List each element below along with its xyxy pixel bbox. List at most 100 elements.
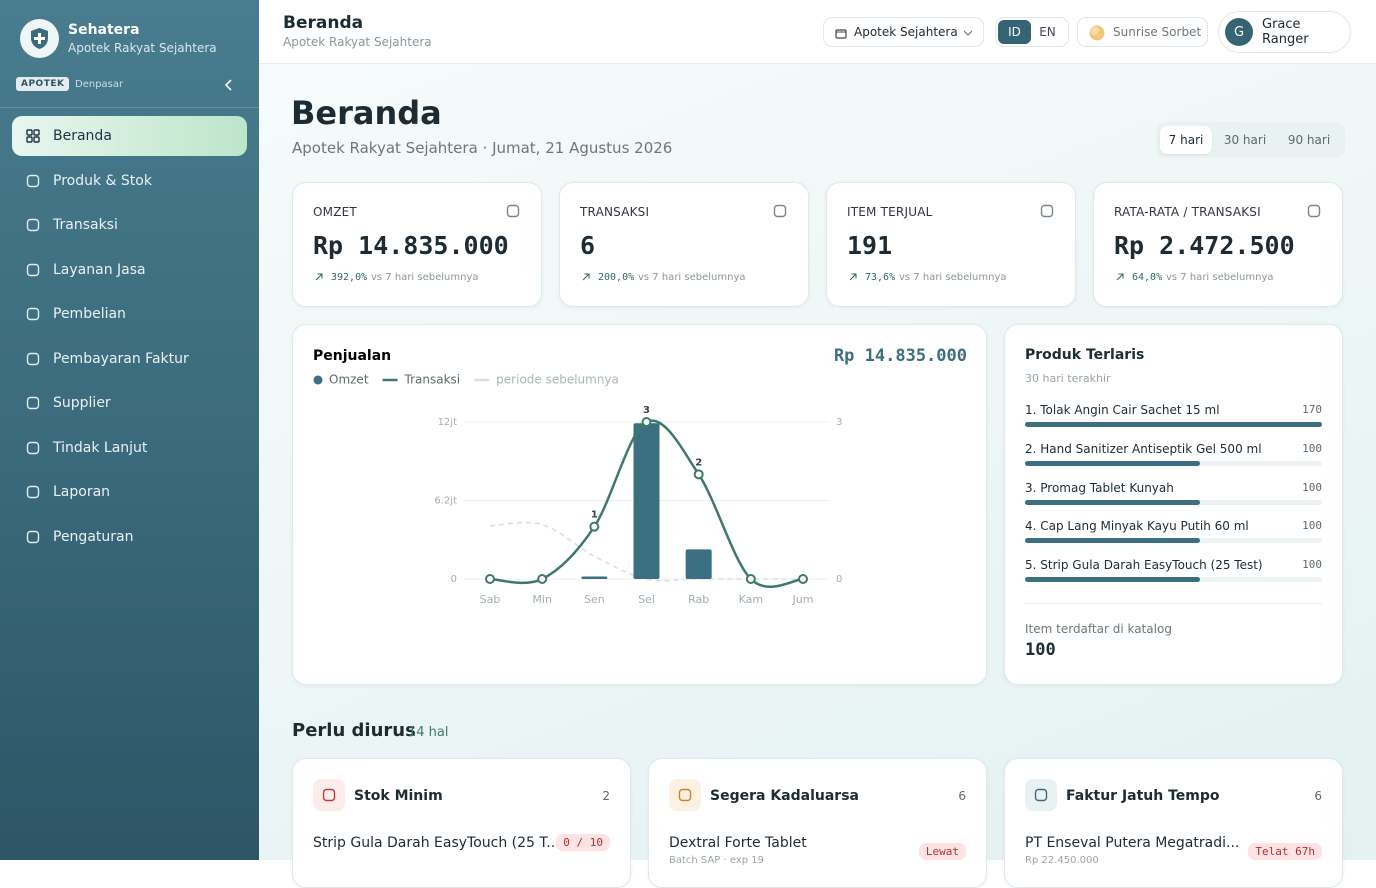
transaction-point (798, 574, 809, 584)
kpi-note: vs 7 hari sebelumnya (371, 272, 479, 283)
menu-item[interactable]: Tindak Lanjut (12, 428, 247, 468)
kpi-note: vs 7 hari sebelumnya (638, 272, 746, 283)
task-item-name: Dextral Forte Tablet (669, 835, 807, 851)
icon (773, 204, 787, 218)
kpi-change: 73,6% (865, 272, 896, 283)
task-item-badge: Lewat (918, 843, 966, 860)
kpi-label: ITEM TERJUAL (847, 205, 933, 219)
product-name: 3. Promag Tablet Kunyah (1025, 480, 1174, 495)
kpi-value: Rp 2.472.500 (1114, 231, 1295, 260)
task-item-badge: Telat 67h (1248, 843, 1322, 860)
data-label: 1 (591, 510, 598, 521)
menu-item[interactable]: Beranda (12, 116, 247, 156)
task-icon (313, 779, 345, 811)
language-option[interactable]: EN (1039, 25, 1056, 39)
chart-total: Rp 14.835.000 (834, 346, 967, 366)
product-count: 100 (1302, 441, 1322, 455)
sales-card: Penjualan Rp 14.835.000 Omzet Transaksi peri… (292, 324, 987, 685)
icon (849, 273, 857, 281)
theme-select[interactable]: Sunrise Sorbet (1077, 17, 1208, 47)
product-name: 2. Hand Sanitizer Antiseptik Gel 500 ml (1025, 441, 1262, 456)
sales-chart: Penjualan Rp 14.835.000 Omzet Transaksi peri… (313, 346, 967, 606)
store-select[interactable]: Apotek Sejahtera (823, 17, 984, 47)
menu-label: Pembelian (53, 306, 126, 322)
task-title: Segera Kadaluarsa (710, 788, 859, 804)
menu-item[interactable]: Produk & Stok (12, 161, 247, 201)
menu-label: Pengaturan (53, 528, 134, 545)
menu-item[interactable]: Transaksi (12, 205, 247, 245)
role-badge: APOTEK (16, 77, 70, 91)
icon (26, 485, 40, 499)
topbar-title: Beranda (283, 13, 364, 33)
transaction-point (537, 574, 548, 584)
kpi-card: ITEM TERJUAL 191 73,6% vs 7 hari sebelumnya (826, 182, 1076, 307)
x-tick-label: Rab (688, 593, 709, 606)
range-option[interactable]: 7 hari (1160, 126, 1212, 154)
user-name: Grace Ranger (1262, 17, 1309, 47)
product-name: 4. Cap Lang Minyak Kayu Putih 60 ml (1025, 519, 1249, 534)
kpi-card: RATA-RATA / TRANSAKSI Rp 2.472.500 64,0% vs… (1093, 182, 1343, 307)
x-tick-label: Sel (638, 593, 655, 606)
icon (1116, 273, 1124, 281)
product-name: 1. Tolak Angin Cair Sachet 15 ml (1025, 403, 1220, 417)
collapse-button[interactable] (222, 78, 236, 92)
menu-item[interactable]: Layanan Jasa (12, 250, 247, 290)
kpi-value: 6 (580, 231, 596, 260)
task-item-name: PT Enseval Putera Megatradi... (1025, 835, 1240, 851)
y2-tick-label: 3 (836, 417, 842, 428)
tasks-count: 14 hal (408, 725, 449, 740)
task-title: Stok Minim (354, 788, 443, 804)
product-name: 5. Strip Gula Darah EasyTouch (25 Test) (1025, 558, 1263, 573)
task-icon (1025, 779, 1057, 811)
menu-label: Beranda (53, 128, 112, 144)
language-option[interactable]: ID (998, 20, 1031, 44)
icon (506, 204, 520, 218)
logo-icon (31, 28, 48, 49)
bar (1025, 499, 1200, 505)
icon (26, 352, 40, 365)
kpi-label: TRANSAKSI (580, 205, 650, 219)
menu-item[interactable]: Pengaturan (12, 517, 247, 557)
theme-swatch (1089, 25, 1105, 41)
topbar: Beranda Apotek Rakyat Sejahtera Apotek S… (259, 0, 1376, 64)
page-subtitle: Apotek Rakyat Sejahtera · Jumat, 21 Agus… (292, 139, 673, 157)
tasks-title: Perlu diurus (292, 720, 416, 741)
icon (1040, 204, 1054, 218)
product-count: 100 (1302, 558, 1322, 572)
sidebar: Sehatera Apotek Rakyat Sejahtera APOTEK … (0, 0, 259, 860)
task-card: Segera Kadaluarsa 6 Dextral Forte Tablet Ba… (648, 758, 987, 888)
menu-label: Transaksi (53, 217, 118, 233)
menu-item[interactable]: Pembayaran Faktur (12, 339, 247, 379)
bar (1025, 538, 1200, 544)
menu-item[interactable]: Supplier (12, 383, 247, 423)
card-subtitle: 30 hari terakhir (1025, 372, 1111, 385)
icon (26, 396, 40, 410)
task-card: Faktur Jatuh Tempo 6 PT Enseval Putera Meg… (1004, 758, 1343, 888)
menu-label: Laporan (53, 484, 111, 500)
menu-item[interactable]: Pembelian (12, 294, 247, 334)
brand: Sehatera (68, 22, 140, 38)
product-count: 170 (1302, 403, 1322, 416)
legend-label: Omzet (329, 373, 369, 387)
catalog-count: 100 (1025, 640, 1056, 660)
x-tick-label: Jum (792, 593, 814, 606)
kpi-change: 64,0% (1132, 272, 1163, 283)
icon (26, 218, 40, 232)
icon (315, 273, 323, 281)
y2-tick-label: 0 (836, 574, 842, 585)
task-card: Stok Minim 2 Strip Gula Darah EasyTouch (2… (292, 758, 631, 888)
kpi-note: vs 7 hari sebelumnya (899, 272, 1007, 283)
user-menu[interactable]: G Grace Ranger (1218, 11, 1351, 53)
data-label: 2 (695, 457, 702, 468)
menu-item[interactable]: Laporan (12, 472, 247, 512)
range-option[interactable]: 30 hari (1223, 133, 1267, 147)
kpi-change: 200,0% (598, 272, 635, 283)
icon (1034, 788, 1048, 802)
range-option[interactable]: 90 hari (1287, 133, 1331, 147)
theme-name: Sunrise Sorbet (1113, 25, 1202, 39)
chart-title: Penjualan (313, 348, 391, 364)
task-item-badge: 0 / 10 (556, 834, 610, 851)
x-tick-label: Sen (584, 593, 605, 606)
legend-label: periode sebelumnya (496, 373, 619, 387)
bar (1025, 577, 1200, 583)
